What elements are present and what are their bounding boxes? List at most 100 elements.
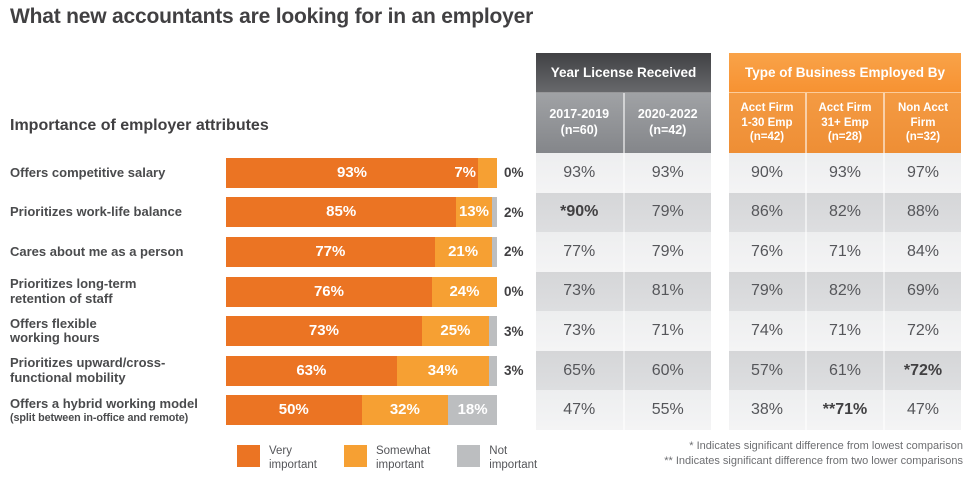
table-cell: 65% bbox=[563, 361, 596, 379]
bar-segment-label: 93% bbox=[336, 163, 368, 181]
bar-segment-very-important bbox=[226, 157, 479, 188]
table-cell: 74% bbox=[750, 321, 784, 339]
table-cell: 57% bbox=[750, 361, 784, 379]
table-cell: 47% bbox=[883, 390, 961, 430]
bar-segment-very-important bbox=[226, 395, 362, 426]
column-header-line: (n=32) bbox=[905, 131, 941, 144]
column-header-line: (n=60) bbox=[560, 123, 598, 137]
column-header-line: 1-30 Emp bbox=[741, 116, 793, 129]
bar-segment-label: 50% bbox=[278, 401, 309, 419]
table-cell: 71% bbox=[805, 311, 883, 351]
category-label: Prioritizes upward/cross-functional mobi… bbox=[10, 356, 226, 385]
category-label: Cares about me as a person bbox=[10, 243, 226, 260]
legend-item-very-important: Very important bbox=[237, 444, 317, 472]
table-cell: 73% bbox=[563, 282, 596, 300]
bar-segment-label: 32% bbox=[389, 401, 420, 419]
column-header-line: 2017-2019 bbox=[549, 107, 610, 122]
bar-segment-label: 13% bbox=[458, 203, 489, 221]
bar-segment-somewhat-important bbox=[478, 157, 497, 188]
table-cell: 86% bbox=[750, 203, 784, 221]
bar-segment-not-important bbox=[491, 197, 497, 228]
bar-segment-somewhat-important bbox=[456, 197, 492, 228]
category-label: Prioritizes work-life balance bbox=[10, 205, 226, 220]
table-row: 90% 93% 97% bbox=[729, 153, 961, 193]
table-cell: 73% bbox=[563, 321, 596, 339]
table-row: 74% 71% 72% bbox=[729, 311, 961, 351]
stacked-bar: 73% 25% bbox=[226, 316, 497, 347]
legend: Very important Somewhat important Not im… bbox=[237, 444, 537, 472]
outside-label: 2% bbox=[504, 244, 524, 260]
year-license-received-table: Year License Received 2017-2019 (n=60) 202… bbox=[536, 53, 711, 430]
column-header-line: Non Acct bbox=[897, 102, 949, 115]
category-label-line: Offers competitive salary bbox=[10, 164, 166, 180]
stacked-bar: 93% 7% bbox=[226, 157, 497, 188]
table-row: 93% 93% bbox=[536, 153, 711, 193]
column-header: 2020-2022 (n=42) bbox=[622, 93, 711, 153]
chart-row: Offers competitive salary 93% 7% 0% bbox=[10, 153, 555, 193]
stacked-bar: 77% 21% bbox=[226, 236, 497, 267]
table-cell: 61% bbox=[805, 350, 883, 391]
table-cell: **71% bbox=[805, 390, 883, 430]
legend-text-line: Somewhat bbox=[375, 445, 431, 457]
outside-label: 3% bbox=[504, 363, 524, 379]
table-row: 77% 79% bbox=[536, 232, 711, 272]
bar-segment-somewhat-important bbox=[421, 316, 489, 347]
year-table-body: 93% 93% *90% 79% 77% 79% 73% 81% 73% 71% 65% 60% 47%… bbox=[536, 153, 711, 430]
not-important-swatch bbox=[457, 445, 481, 467]
bar-segment-somewhat-important bbox=[396, 355, 489, 386]
table-row: 47% 55% bbox=[536, 390, 711, 430]
legend-label: Very important bbox=[269, 444, 317, 472]
stacked-bar-chart: Offers competitive salary 93% 7% 0% Prioriti… bbox=[10, 153, 555, 430]
bar-segment-label: 34% bbox=[427, 361, 458, 379]
outside-label: 0% bbox=[504, 284, 524, 300]
category-label-line: Prioritizes work-life balance bbox=[10, 204, 182, 220]
table-cell: 76% bbox=[750, 242, 784, 260]
chart-row: Offers flexible working hours 73% 25% 3% bbox=[10, 311, 555, 351]
table-cell: 55% bbox=[622, 390, 712, 430]
bar-segment-label: 25% bbox=[440, 322, 471, 340]
footnote-double-asterisk: ** Indicates significant difference from… bbox=[664, 455, 963, 468]
column-header: Acct Firm 1-30 Emp (n=42) bbox=[729, 93, 805, 153]
bar-segment-not-important bbox=[491, 236, 497, 267]
outside-label: 3% bbox=[504, 323, 524, 339]
legend-text-line: important bbox=[489, 459, 538, 472]
table-cell: 93% bbox=[622, 153, 712, 193]
bar-segment-very-important bbox=[226, 316, 422, 347]
column-header-line: Acct Firm bbox=[818, 102, 872, 115]
chart-subtitle: Importance of employer attributes bbox=[10, 117, 269, 134]
stacked-bar: 50% 32% 18% bbox=[226, 395, 497, 426]
bar-segment-label: 63% bbox=[296, 361, 327, 379]
table-cell: 93% bbox=[563, 163, 596, 181]
table-cell: 97% bbox=[883, 153, 961, 193]
stacked-bar: 85% 13% bbox=[226, 197, 497, 228]
legend-label: Somewhat important bbox=[376, 444, 430, 472]
bar-segment-very-important bbox=[226, 236, 435, 267]
column-header-line: (n=28) bbox=[827, 131, 863, 144]
category-label-line: Offers flexible bbox=[10, 315, 97, 331]
bar-segment-somewhat-important bbox=[431, 276, 497, 307]
table-cell: *72% bbox=[883, 350, 961, 391]
table-cell: *90% bbox=[560, 203, 599, 221]
bar-segment-label: 24% bbox=[449, 282, 480, 300]
page-title: What new accountants are looking for in … bbox=[10, 5, 534, 28]
business-table-header: Type of Business Employed By bbox=[729, 53, 961, 93]
stacked-bar: 76% 24% bbox=[226, 276, 497, 307]
legend-item-somewhat-important: Somewhat important bbox=[343, 444, 430, 472]
category-label-line: Cares about me as a person bbox=[10, 243, 184, 259]
category-label: Offers competitive salary bbox=[10, 164, 226, 181]
table-row: 65% 60% bbox=[536, 350, 712, 391]
table-row: 76% 71% 84% bbox=[729, 232, 961, 272]
outside-label: 0% bbox=[504, 165, 524, 181]
bar-segment-label: 76% bbox=[313, 282, 344, 300]
table-cell: 81% bbox=[622, 271, 712, 312]
table-cell: 82% bbox=[805, 271, 883, 312]
stacked-bar: 63% 34% bbox=[226, 355, 497, 386]
column-header-line: 2020-2022 bbox=[637, 107, 698, 122]
category-label-line: functional mobility bbox=[10, 369, 126, 385]
category-label: Offers flexible working hours bbox=[10, 315, 226, 346]
table-row: 79% 82% 69% bbox=[729, 271, 961, 312]
table-cell: 60% bbox=[622, 350, 712, 391]
chart-row: Cares about me as a person 77% 21% 2% bbox=[10, 232, 555, 272]
category-label-line: Prioritizes upward/cross- bbox=[10, 355, 166, 371]
category-label-line: working hours bbox=[10, 330, 100, 346]
